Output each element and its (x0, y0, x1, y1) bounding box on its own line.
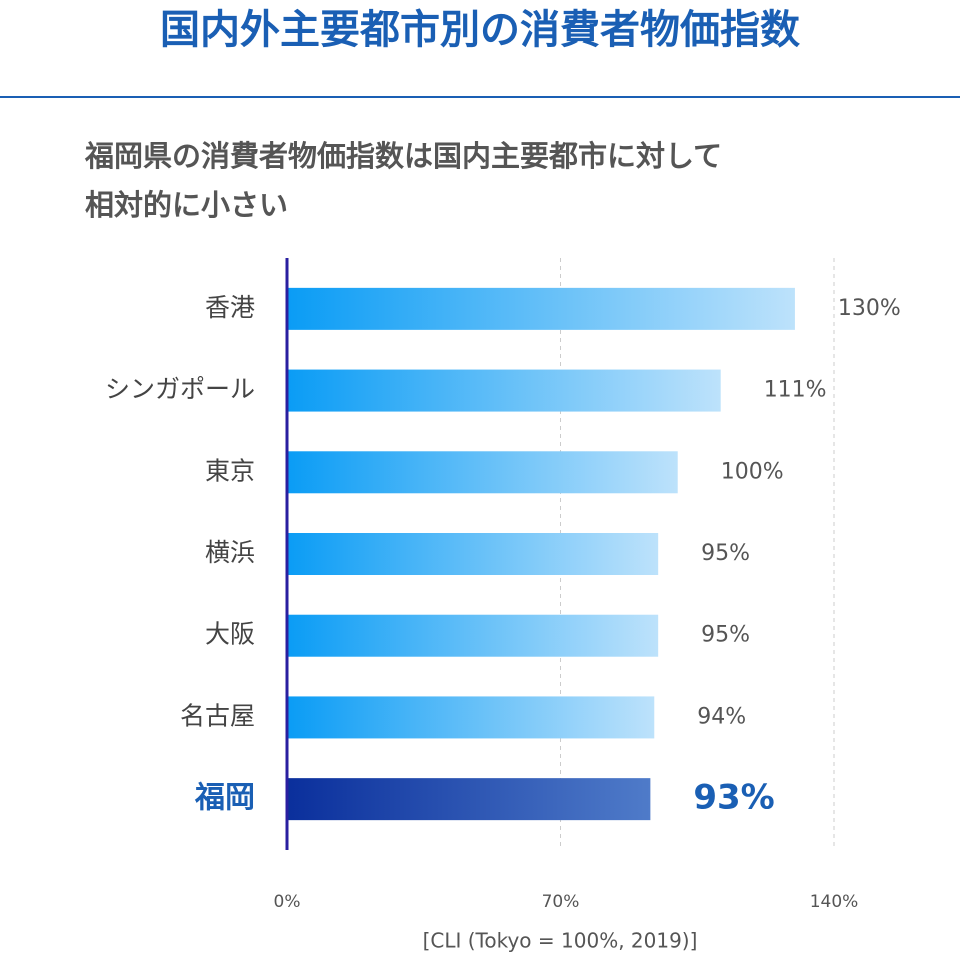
value-label: 130% (838, 296, 901, 321)
x-axis-label: [CLI (Tokyo = 100%, 2019)] (423, 929, 698, 953)
bar (287, 614, 659, 657)
value-label: 95% (701, 541, 750, 566)
bar (287, 369, 721, 412)
bar (287, 451, 678, 494)
value-label: 95% (701, 623, 750, 648)
value-label: 100% (721, 459, 784, 484)
chart-title: 国内外主要都市別の消費者物価指数 (160, 7, 800, 53)
subtitle: 相対的に小さい (85, 188, 288, 222)
value-label: 111% (764, 378, 827, 403)
category-label: 横浜 (205, 538, 255, 567)
bar (287, 778, 651, 821)
bar (287, 696, 655, 739)
subtitle: 福岡県の消費者物価指数は国内主要都市に対して (84, 139, 722, 173)
category-label: 福岡 (194, 781, 255, 816)
value-label: 94% (697, 704, 746, 729)
x-tick-label: 140% (810, 892, 859, 912)
x-tick-label: 0% (274, 892, 301, 912)
x-tick-label: 70% (542, 892, 580, 912)
category-label: 大阪 (205, 620, 255, 649)
category-label: シンガポール (105, 375, 255, 404)
value-label: 93% (693, 778, 774, 818)
category-label: 香港 (205, 293, 255, 322)
bar (287, 287, 795, 330)
bar (287, 533, 659, 575)
category-label: 名古屋 (180, 701, 255, 730)
category-label: 東京 (205, 456, 255, 485)
